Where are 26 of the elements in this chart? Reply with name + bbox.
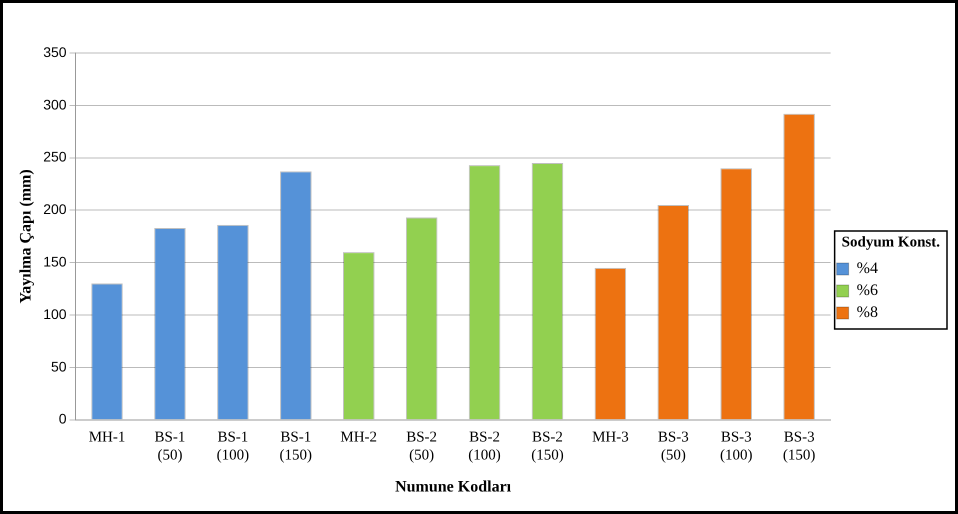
y-tick-label: 300 <box>43 96 67 112</box>
y-tick-label: 0 <box>58 410 67 427</box>
y-tick-label: 200 <box>43 201 67 218</box>
legend-label: %8 <box>856 304 878 322</box>
legend-label: %4 <box>856 260 878 278</box>
y-tick-label: 250 <box>43 148 67 165</box>
x-tick-label: BS-3 (50) <box>658 430 689 464</box>
x-tick-label: BS-1 (150) <box>280 430 312 464</box>
x-tick-label: MH-1 <box>88 430 126 446</box>
x-axis-title: Numune Kodları <box>395 478 512 496</box>
y-tick-label: 50 <box>50 358 67 374</box>
x-tick-label: BS-2 (100) <box>468 430 501 464</box>
legend-title: Sodyum Konst. <box>842 234 940 250</box>
y-tick-label: 100 <box>43 306 67 322</box>
legend-label: %6 <box>856 282 878 300</box>
y-axis-title: Yayılma Çapı (mm) <box>18 169 35 304</box>
x-tick-label: MH-2 <box>340 430 378 446</box>
x-tick-label: BS-1 (50) <box>154 430 186 464</box>
x-tick-label: BS-2 (50) <box>406 430 438 464</box>
x-tick-label: MH-3 <box>592 430 629 446</box>
x-tick-label: BS-3 (100) <box>720 430 752 464</box>
y-tick-label: 350 <box>43 44 67 60</box>
x-tick-label: BS-3 (150) <box>782 430 816 464</box>
x-tick-label: BS-1 (100) <box>216 430 250 464</box>
x-tick-label: BS-2 (150) <box>531 430 564 464</box>
y-tick-label: 150 <box>43 253 67 270</box>
